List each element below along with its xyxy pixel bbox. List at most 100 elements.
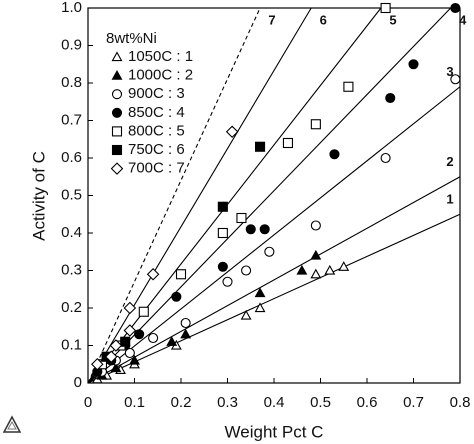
data-point: [134, 329, 145, 340]
data-point: [123, 301, 137, 315]
data-point: [282, 137, 294, 149]
data-point: [91, 357, 104, 371]
fit-line: [87, 7, 261, 384]
data-point: [166, 336, 178, 346]
y-tick-label: 0.5: [61, 186, 82, 203]
line-label: 4: [459, 12, 467, 27]
x-tick-label: 0.1: [124, 394, 145, 411]
legend-label: 750C : 6: [128, 141, 185, 158]
data-point: [124, 347, 135, 359]
data-point: [180, 317, 191, 329]
legend-marker: [110, 162, 124, 175]
line-label: 1: [446, 192, 453, 207]
data-point: [217, 261, 228, 272]
x-tick-label: 0.6: [357, 394, 378, 411]
data-point: [385, 92, 396, 104]
x-tick-label: 0.2: [171, 394, 192, 411]
y-tick-label: 0.8: [61, 74, 82, 91]
data-point: [310, 268, 322, 279]
data-point: [380, 2, 391, 14]
data-point: [343, 81, 354, 92]
data-point: [380, 152, 391, 164]
legend-marker: [111, 51, 123, 62]
data-point: [109, 339, 123, 352]
legend-marker: [111, 144, 123, 156]
data-point: [310, 220, 321, 231]
data-point: [138, 306, 149, 317]
x-axis-label: Weight Pct C: [225, 422, 324, 441]
y-axis-label: Activity of C: [29, 151, 48, 241]
data-point: [254, 287, 266, 298]
data-point: [450, 74, 461, 85]
legend-label: 850C : 4: [128, 104, 185, 121]
legend-marker: [111, 107, 123, 118]
data-point: [338, 261, 350, 271]
data-point: [104, 350, 118, 364]
data-point: [123, 324, 137, 337]
data-point: [120, 336, 131, 347]
legend-marker: [111, 126, 123, 137]
data-point: [450, 2, 461, 14]
data-point: [259, 224, 270, 235]
data-point: [217, 201, 228, 212]
logo: [2, 415, 22, 433]
data-point: [245, 224, 256, 235]
line-label: 3: [446, 64, 453, 79]
x-tick-label: 0.8: [450, 394, 471, 411]
x-tick-label: 0.4: [264, 394, 285, 411]
data-point: [171, 291, 182, 302]
data-point: [324, 264, 336, 275]
x-tick-label: 0: [84, 394, 92, 411]
line-label: 2: [446, 154, 453, 169]
fit-line: [87, 7, 382, 384]
data-point: [175, 269, 187, 280]
data-point: [264, 246, 275, 257]
line-label: 6: [320, 12, 327, 27]
y-tick-label: 0.6: [61, 149, 82, 166]
legend-marker: [111, 89, 123, 100]
data-point: [236, 212, 247, 224]
data-point: [254, 302, 266, 313]
legend-label: 700C : 7: [128, 160, 185, 177]
fit-line: [87, 213, 461, 384]
y-tick-label: 0.1: [61, 336, 82, 353]
y-tick-label: 0.4: [61, 224, 82, 241]
data-point: [222, 276, 233, 287]
y-tick-label: 0.9: [61, 36, 82, 53]
x-tick-label: 0.7: [403, 394, 424, 411]
line-label: 7: [268, 12, 275, 27]
data-point: [310, 249, 322, 260]
legend-label: 900C : 3: [128, 85, 185, 102]
data-point: [148, 332, 159, 344]
y-tick-label: 0: [74, 374, 82, 391]
y-tick-label: 0.7: [61, 111, 82, 128]
data-point: [240, 309, 252, 320]
fit-line: [87, 86, 461, 384]
x-tick-label: 0.5: [310, 394, 331, 411]
data-point: [129, 354, 140, 365]
data-point: [310, 119, 321, 130]
y-tick-label: 0.3: [61, 261, 82, 278]
line-label: 5: [389, 12, 396, 27]
data-point: [329, 149, 340, 160]
fit-line: [87, 176, 461, 384]
data-point: [241, 265, 252, 276]
data-point: [180, 328, 192, 339]
legend-label: 1000C : 2: [128, 67, 193, 84]
data-point: [225, 125, 239, 139]
legend-label: 1050C : 1: [128, 48, 193, 65]
fit-line: [87, 7, 312, 384]
legend-label: 800C : 5: [128, 122, 185, 139]
data-point: [255, 141, 266, 152]
data-point: [296, 264, 308, 275]
y-tick-label: 0.2: [61, 299, 82, 316]
data-point: [217, 227, 228, 239]
legend-title: 8wt%Ni: [106, 30, 157, 47]
data-point: [146, 267, 160, 281]
data-point: [408, 59, 419, 70]
x-tick-label: 0.3: [217, 394, 238, 411]
y-tick-label: 1.0: [61, 0, 82, 16]
legend-marker: [111, 69, 123, 80]
fit-line: [87, 7, 452, 384]
